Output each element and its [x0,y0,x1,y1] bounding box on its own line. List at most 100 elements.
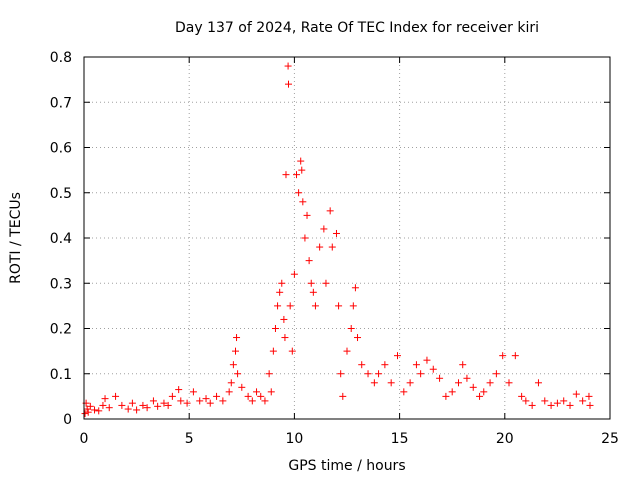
data-point [265,370,273,378]
data-point [229,361,237,369]
data-point [343,347,351,355]
data-point [280,315,288,323]
data-point [528,401,536,409]
data-point [305,257,313,265]
data-point [149,397,157,405]
data-point [238,383,246,391]
chart-title: Day 137 of 2024, Rate Of TEC Index for r… [175,20,539,36]
data-point [412,361,420,369]
data-point [320,225,328,233]
data-point [358,361,366,369]
data-point [455,379,463,387]
data-point [534,379,542,387]
data-point [118,401,126,409]
data-point [278,279,286,287]
data-point [541,397,549,405]
data-point [269,347,277,355]
data-point [476,392,484,400]
x-tick-label: 15 [391,431,409,447]
data-point [347,325,355,332]
x-axis-title: GPS time / hours [288,458,405,474]
data-point [480,388,488,396]
data-point [400,388,408,396]
data-point [303,211,311,219]
data-point [219,397,227,405]
data-point [91,406,99,414]
data-point [492,370,500,378]
data-point [522,397,530,405]
data-point [248,397,256,405]
y-tick-label: 0.2 [50,322,72,338]
data-point [585,392,593,400]
data-point [448,388,456,396]
data-point [257,392,265,400]
data-point [81,410,89,418]
data-point [95,407,103,415]
data-point [429,365,437,373]
data-point [442,392,450,400]
data-point [101,395,109,403]
data-point [298,166,306,174]
data-point [282,171,290,179]
data-point [335,302,343,310]
data-point [112,392,120,400]
data-point [105,404,113,412]
data-point [295,189,303,197]
data-point [154,402,162,410]
x-tick-label: 25 [601,431,619,447]
data-point [288,347,296,355]
data-point [285,80,293,88]
grid-layer [84,57,610,419]
data-point [168,392,176,400]
data-point [213,392,221,400]
data-point [301,234,309,242]
data-point [227,379,235,387]
data-point [160,399,168,407]
data-point [381,361,389,369]
data-point [244,392,252,400]
y-tick-label: 0.8 [50,50,72,66]
data-point [253,388,261,396]
data-point [316,243,324,251]
data-point [328,243,336,251]
data-point [233,334,241,342]
y-tick-label: 0.5 [50,186,72,202]
data-point [293,171,301,179]
data-point [307,279,315,287]
data-point [234,370,242,378]
data-point [177,397,185,405]
data-point [286,302,294,310]
x-tick-label: 0 [80,431,89,447]
data-point [281,334,289,342]
data-point [566,401,574,409]
data-point [339,392,347,400]
x-tick-label: 10 [285,431,303,447]
data-point [276,288,284,296]
y-tick-label: 0.7 [50,95,72,111]
data-point [202,395,210,403]
data-point [196,397,204,405]
data-point [86,402,94,410]
data-point [261,397,269,405]
x-tick-label: 5 [185,431,194,447]
data-point [423,356,431,364]
y-tick-label: 0.3 [50,276,72,292]
data-point [332,229,340,237]
ticks-layer: 0 5 10 15 20 25 0 0.1 0.2 0.3 0.4 0.5 0.6 0.7 0.8 [50,50,619,447]
data-point [387,379,395,387]
data-point [469,383,477,391]
data-point [267,388,275,396]
data-point [406,379,414,387]
data-point [463,374,471,382]
data-point [311,302,319,310]
data-point [284,62,292,70]
x-tick-label: 20 [496,431,514,447]
data-point [322,279,330,287]
data-point [459,361,467,369]
data-point [417,370,425,378]
data-point [572,390,580,398]
data-point [351,284,359,292]
y-tick-label: 0.1 [50,367,72,383]
